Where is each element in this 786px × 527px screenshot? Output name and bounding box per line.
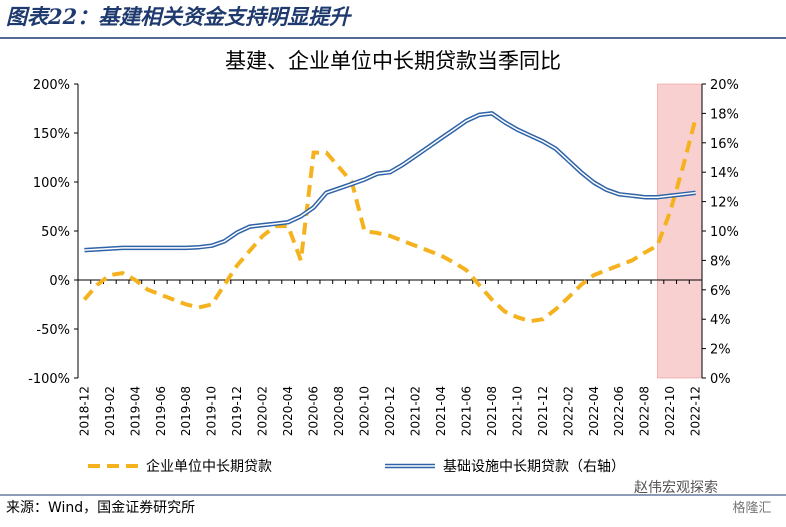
x-tick-label: 2022-04 xyxy=(587,386,601,436)
y2-tick-label: 12% xyxy=(710,196,739,211)
x-tick-label: 2020-02 xyxy=(256,386,270,436)
x-tick-label: 2021-08 xyxy=(485,386,499,436)
x-tick-label: 2019-12 xyxy=(230,386,244,436)
x-tick-label: 2020-12 xyxy=(383,386,397,436)
y2-tick-label: 4% xyxy=(710,313,731,328)
x-tick-label: 2022-08 xyxy=(638,386,652,436)
x-tick-label: 2022-06 xyxy=(612,386,626,436)
y2-tick-label: 6% xyxy=(710,284,731,299)
y-tick-label: -100% xyxy=(28,372,70,387)
x-tick-label: 2020-10 xyxy=(358,386,372,436)
x-tick-label: 2020-06 xyxy=(307,386,321,436)
y-tick-label: 200% xyxy=(33,78,70,93)
x-tick-label: 2019-02 xyxy=(103,386,117,436)
highlight-band xyxy=(657,83,703,379)
x-tick-label: 2019-08 xyxy=(179,386,193,436)
y2-tick-label: 20% xyxy=(710,78,739,93)
watermark: 格隆汇 xyxy=(732,500,771,516)
x-tick-label: 2021-12 xyxy=(536,386,550,436)
y2-tick-label: 0% xyxy=(710,372,731,387)
x-tick-label: 2020-08 xyxy=(332,386,346,436)
y-tick-label: 50% xyxy=(41,225,70,240)
y2-tick-label: 2% xyxy=(710,343,731,358)
x-tick-label: 2021-02 xyxy=(408,386,422,436)
series-line xyxy=(82,117,698,324)
x-tick-label: 2021-06 xyxy=(459,386,473,436)
x-tick-label: 2022-02 xyxy=(561,386,575,436)
y-tick-label: 150% xyxy=(33,127,70,142)
y2-tick-label: 10% xyxy=(710,225,739,240)
x-tick-label: 2019-10 xyxy=(205,386,219,436)
legend-label: 企业单位中长期贷款 xyxy=(146,458,272,475)
x-tick-label: 2019-06 xyxy=(154,386,168,436)
x-tick-label: 2021-04 xyxy=(434,386,448,436)
y2-tick-label: 16% xyxy=(710,137,739,152)
x-tick-label: 2022-10 xyxy=(663,386,677,436)
x-tick-label: 2018-12 xyxy=(77,386,91,436)
series-line xyxy=(84,111,696,253)
x-tick-label: 2022-12 xyxy=(689,386,703,436)
header-title: 图表22：基建相关资金支持明显提升 xyxy=(6,4,352,29)
legend-label: 基础设施中长期贷款（右轴） xyxy=(443,458,625,475)
y2-tick-label: 18% xyxy=(710,107,739,122)
watermark: 赵伟宏观探索 xyxy=(634,479,718,496)
x-tick-label: 2020-04 xyxy=(281,386,295,436)
chart-title: 基建、企业单位中长期贷款当季同比 xyxy=(225,49,561,73)
y-tick-label: 100% xyxy=(33,176,70,191)
series-line-inner xyxy=(84,112,696,251)
y2-tick-label: 14% xyxy=(710,166,739,181)
y-tick-label: 0% xyxy=(49,274,70,289)
x-tick-label: 2019-04 xyxy=(128,386,142,436)
y2-tick-label: 8% xyxy=(710,254,731,269)
source: 来源：Wind，国金证券研究所 xyxy=(6,500,195,516)
x-tick-label: 2021-10 xyxy=(510,386,524,436)
y-tick-label: -50% xyxy=(36,323,70,338)
